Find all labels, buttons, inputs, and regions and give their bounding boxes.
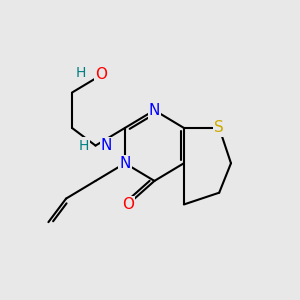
Text: H: H <box>76 66 86 80</box>
Text: N: N <box>101 138 112 153</box>
Text: S: S <box>214 120 224 135</box>
Text: H: H <box>79 139 89 153</box>
Text: N: N <box>149 103 160 118</box>
Text: N: N <box>119 156 131 171</box>
Text: O: O <box>122 197 134 212</box>
Text: O: O <box>95 68 107 82</box>
